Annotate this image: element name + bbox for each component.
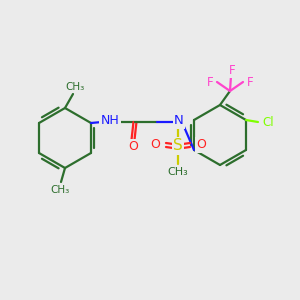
Text: O: O bbox=[196, 139, 206, 152]
Text: Cl: Cl bbox=[262, 116, 274, 128]
Text: CH₃: CH₃ bbox=[65, 82, 85, 92]
Text: CH₃: CH₃ bbox=[168, 167, 188, 177]
Text: F: F bbox=[207, 76, 213, 88]
Text: S: S bbox=[173, 139, 183, 154]
Text: F: F bbox=[229, 64, 235, 76]
Text: F: F bbox=[247, 76, 253, 88]
Text: NH: NH bbox=[100, 115, 119, 128]
Text: O: O bbox=[150, 139, 160, 152]
Text: N: N bbox=[174, 115, 184, 128]
Text: CH₃: CH₃ bbox=[50, 185, 70, 195]
Text: O: O bbox=[128, 140, 138, 154]
